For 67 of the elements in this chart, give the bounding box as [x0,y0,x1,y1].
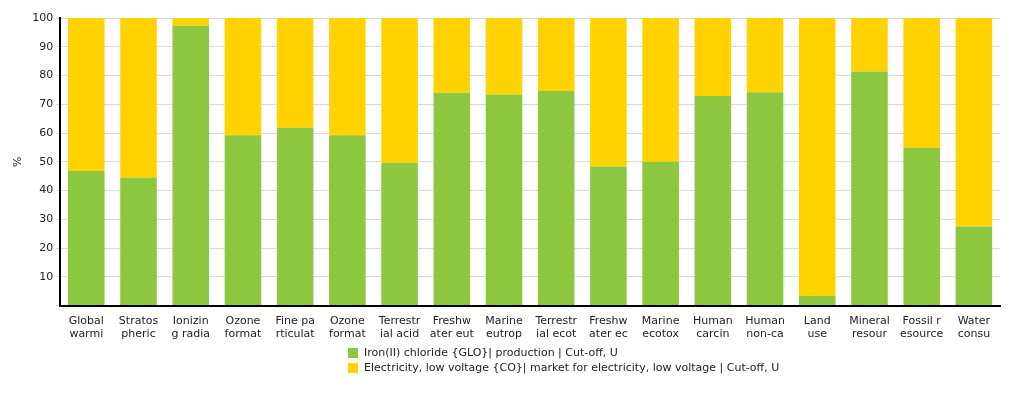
bar [955,18,993,227]
y-tick-label: 40 [39,183,54,197]
x-tick-label: Human non-ca [745,314,785,341]
x-tick-label: Stratos pheric [118,314,159,341]
bar [851,71,888,306]
y-tick-label: 20 [39,240,54,254]
bar [172,18,209,26]
y-tick-label: 50 [39,154,54,168]
bar [590,18,627,167]
bar [746,92,784,306]
bar [329,18,366,136]
y-tick-label: 80 [39,68,54,82]
bar [851,18,888,72]
bar [68,18,105,171]
bar [746,18,784,93]
bar [537,18,575,92]
x-tick-label: Ozone format [224,314,262,341]
bar [120,18,157,178]
x-tick-label: Ozone format [329,314,367,341]
bar [537,91,575,306]
bar [381,162,418,306]
bar [224,18,262,136]
y-tick-label: 100 [32,10,54,24]
bar [694,95,732,306]
bar [485,18,523,95]
y-tick-label: 70 [39,97,54,111]
x-tick-label: Mineral resour [849,314,890,341]
x-tick-label: Terrestr ial acid [377,314,421,341]
y-axis-title: % [11,156,25,168]
x-tick-label: Fine pa rticulat [275,314,316,341]
x-tick-label: Global warmi [68,314,104,341]
x-tick-label: Terrestr ial ecot [534,314,578,341]
y-tick-label: 10 [39,269,54,283]
bar [903,18,940,148]
legend-label: Electricity, low voltage {CO}| market for electricity, low voltage | Cut-off, U [364,361,780,374]
bar [381,18,418,163]
bar [798,296,836,306]
bar [903,148,940,306]
y-tick-label: 90 [39,39,54,53]
bar [433,92,471,306]
legend-label: Iron(II) chloride {GLO}| production | Cut-off, U [364,346,618,359]
x-tick-label: Freshw ater eut [429,314,475,341]
bar [642,18,679,162]
bar [224,135,262,306]
x-tick-label: Marine ecotox [641,314,680,341]
bar [590,166,627,306]
bar [172,25,209,306]
y-tick-label: 60 [39,125,54,139]
bar [276,127,314,306]
x-tick-label: Ionizin g radia [171,314,210,341]
x-tick-label: Freshw ater ec [589,314,628,341]
x-tick-label: Marine eutrop [485,314,523,341]
x-tick-label: Land use [803,314,831,341]
bar [120,177,157,306]
bar [694,18,732,96]
bar [433,18,471,93]
bar [798,18,836,297]
x-tick-label: Human carcin [693,314,733,341]
bar [485,94,523,306]
x-tick-label: Water consu [957,314,991,341]
bar [329,135,366,306]
y-tick-label: 30 [39,212,54,226]
x-tick-label: Fossil r esource [900,314,944,341]
bar [955,226,993,306]
bar [68,171,105,306]
bar [642,161,679,306]
bar [276,18,314,128]
